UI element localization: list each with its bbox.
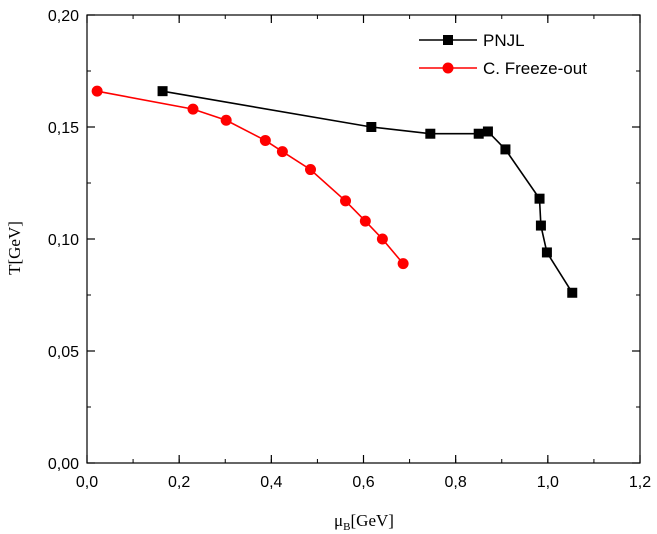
x-axis-label: μB[GeV] xyxy=(334,511,394,533)
tick-labels: 0,0 0,2 0,4 0,6 0,8 1,0 1,2 0,00 0,05 0,10 0,15 0,2… xyxy=(48,8,651,491)
data-point-c-freeze-out xyxy=(259,134,271,146)
minor-ticks xyxy=(86,14,641,464)
x-tick-label: 0,2 xyxy=(168,474,190,491)
x-tick-label: 0,8 xyxy=(445,474,467,491)
x-tick-label: 1,2 xyxy=(629,474,651,491)
series-line-pnjl xyxy=(162,90,573,294)
legend: PNJL C. Freeze-out xyxy=(419,31,587,78)
x-tick-label: 0,0 xyxy=(76,474,98,491)
legend-label-pnjl: PNJL xyxy=(483,31,525,50)
y-tick-label: 0,05 xyxy=(48,344,79,361)
data-point-pnjl xyxy=(541,247,552,258)
series-layer xyxy=(91,85,578,298)
data-point-c-freeze-out xyxy=(276,146,288,158)
data-point-pnjl xyxy=(366,122,377,132)
legend-label-c-freeze-out: C. Freeze-out xyxy=(483,59,587,78)
x-axis-label-unit: [GeV] xyxy=(351,511,394,530)
plot-frame xyxy=(86,14,641,464)
series-line-c-freeze-out xyxy=(96,90,404,265)
major-ticks xyxy=(86,14,641,464)
series-c-freeze-out xyxy=(91,85,409,270)
data-point-pnjl xyxy=(534,193,545,204)
x-tick-label: 0,4 xyxy=(260,474,282,491)
series-pnjl xyxy=(157,86,578,298)
data-point-pnjl xyxy=(157,86,168,97)
legend-marker-c-freeze-out xyxy=(442,62,454,74)
data-point-c-freeze-out xyxy=(220,114,232,126)
legend-item-c-freeze-out: C. Freeze-out xyxy=(419,59,587,78)
y-tick-label: 0,15 xyxy=(48,120,79,137)
data-point-pnjl xyxy=(535,220,546,231)
data-point-pnjl xyxy=(425,128,436,139)
data-point-pnjl xyxy=(500,144,511,155)
data-point-c-freeze-out xyxy=(91,85,103,97)
x-axis-label-symbol: μ xyxy=(334,511,343,530)
data-point-c-freeze-out xyxy=(359,215,371,227)
data-point-pnjl xyxy=(482,126,493,137)
data-point-c-freeze-out xyxy=(187,103,199,115)
data-point-c-freeze-out xyxy=(376,233,388,245)
data-point-c-freeze-out xyxy=(397,258,409,270)
y-axis-label: T[GeV] xyxy=(5,221,24,275)
data-point-c-freeze-out xyxy=(305,164,317,176)
y-tick-label: 0,20 xyxy=(48,8,79,25)
data-point-pnjl xyxy=(473,128,484,139)
x-tick-label: 0,6 xyxy=(352,474,374,491)
x-axis-label-subscript: B xyxy=(343,521,350,533)
legend-marker-pnjl xyxy=(443,35,453,45)
x-tick-label: 1,0 xyxy=(537,474,559,491)
y-tick-label: 0,00 xyxy=(48,456,79,473)
y-tick-label: 0,10 xyxy=(48,232,79,249)
data-point-c-freeze-out xyxy=(340,195,352,207)
data-point-pnjl xyxy=(567,287,578,298)
legend-item-pnjl: PNJL xyxy=(419,31,525,50)
